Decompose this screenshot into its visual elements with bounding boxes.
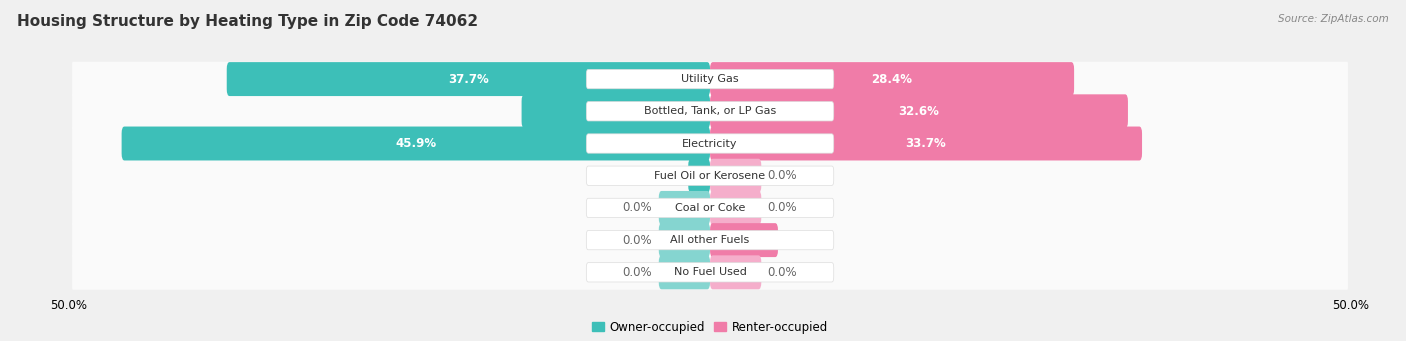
FancyBboxPatch shape xyxy=(689,159,710,193)
Text: 5.3%: 5.3% xyxy=(728,234,761,247)
Text: Utility Gas: Utility Gas xyxy=(682,74,738,84)
Text: 0.0%: 0.0% xyxy=(623,234,652,247)
FancyBboxPatch shape xyxy=(72,158,1348,193)
FancyBboxPatch shape xyxy=(710,191,761,225)
FancyBboxPatch shape xyxy=(659,255,710,289)
FancyBboxPatch shape xyxy=(586,231,834,250)
FancyBboxPatch shape xyxy=(522,94,710,128)
Text: 45.9%: 45.9% xyxy=(395,137,436,150)
Text: Source: ZipAtlas.com: Source: ZipAtlas.com xyxy=(1278,14,1389,24)
FancyBboxPatch shape xyxy=(710,255,761,289)
Text: 0.0%: 0.0% xyxy=(768,169,797,182)
Text: Bottled, Tank, or LP Gas: Bottled, Tank, or LP Gas xyxy=(644,106,776,116)
Text: 14.7%: 14.7% xyxy=(595,105,637,118)
FancyBboxPatch shape xyxy=(72,255,1348,290)
FancyBboxPatch shape xyxy=(586,166,834,186)
FancyBboxPatch shape xyxy=(659,223,710,257)
FancyBboxPatch shape xyxy=(710,94,1128,128)
FancyBboxPatch shape xyxy=(710,62,1074,96)
Text: Electricity: Electricity xyxy=(682,138,738,148)
Text: 32.6%: 32.6% xyxy=(898,105,939,118)
Text: 33.7%: 33.7% xyxy=(905,137,946,150)
FancyBboxPatch shape xyxy=(659,191,710,225)
Text: 0.0%: 0.0% xyxy=(623,266,652,279)
FancyBboxPatch shape xyxy=(72,191,1348,225)
Text: 0.0%: 0.0% xyxy=(768,266,797,279)
FancyBboxPatch shape xyxy=(72,223,1348,257)
FancyBboxPatch shape xyxy=(226,62,710,96)
FancyBboxPatch shape xyxy=(72,62,1348,97)
FancyBboxPatch shape xyxy=(122,127,710,161)
Text: 37.7%: 37.7% xyxy=(449,73,489,86)
Text: All other Fuels: All other Fuels xyxy=(671,235,749,245)
FancyBboxPatch shape xyxy=(72,126,1348,161)
Text: Housing Structure by Heating Type in Zip Code 74062: Housing Structure by Heating Type in Zip… xyxy=(17,14,478,29)
FancyBboxPatch shape xyxy=(586,70,834,89)
Text: 0.0%: 0.0% xyxy=(623,202,652,214)
FancyBboxPatch shape xyxy=(586,198,834,218)
FancyBboxPatch shape xyxy=(710,127,1142,161)
Legend: Owner-occupied, Renter-occupied: Owner-occupied, Renter-occupied xyxy=(586,316,834,338)
FancyBboxPatch shape xyxy=(586,134,834,153)
Text: Coal or Coke: Coal or Coke xyxy=(675,203,745,213)
FancyBboxPatch shape xyxy=(710,159,761,193)
Text: 28.4%: 28.4% xyxy=(872,73,912,86)
FancyBboxPatch shape xyxy=(72,94,1348,129)
Text: 1.7%: 1.7% xyxy=(683,169,716,182)
Text: Fuel Oil or Kerosene: Fuel Oil or Kerosene xyxy=(654,171,766,181)
FancyBboxPatch shape xyxy=(586,102,834,121)
FancyBboxPatch shape xyxy=(586,263,834,282)
Text: 0.0%: 0.0% xyxy=(768,202,797,214)
FancyBboxPatch shape xyxy=(710,223,778,257)
Text: No Fuel Used: No Fuel Used xyxy=(673,267,747,277)
